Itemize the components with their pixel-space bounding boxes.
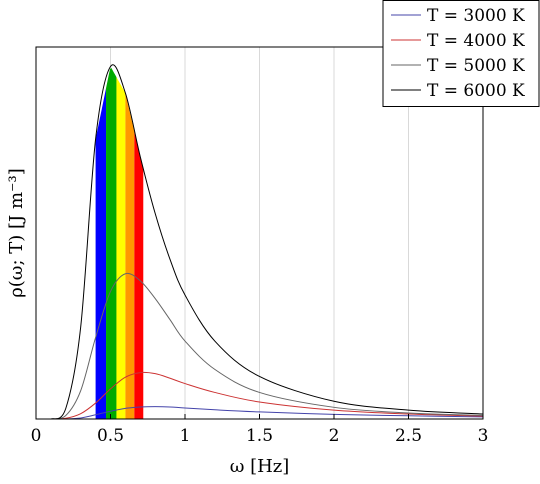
grid-lines (110, 47, 409, 419)
x-axis-label: ω [Hz] (230, 456, 290, 477)
spectrum-band (134, 131, 144, 419)
spectrum-band (106, 67, 117, 419)
legend-label: T = 4000 K (427, 31, 525, 51)
x-tick-label: 2 (329, 426, 340, 446)
legend-label: T = 6000 K (427, 81, 525, 101)
x-tick-label: 3 (478, 426, 489, 446)
y-axis-label: ρ(ω; T) [J m⁻³] (6, 168, 27, 298)
spectrum-band (95, 88, 107, 420)
x-tick-label: 2.5 (395, 426, 422, 446)
series-line (50, 371, 484, 420)
series-line (50, 64, 484, 420)
legend-label: T = 5000 K (427, 56, 525, 76)
legend: T = 3000 K T = 4000 K T = 5000 K T = 6000 K (382, 0, 540, 107)
x-tick-label: 0.5 (97, 426, 124, 446)
visible-spectrum-bands (95, 67, 144, 420)
spectrum-band (125, 93, 135, 419)
series-lines (50, 64, 484, 420)
x-tick-label: 0 (31, 426, 42, 446)
spectrum-band (116, 77, 126, 420)
x-axis-ticks: 0 0.5 1 1.5 2 2.5 3 (31, 414, 489, 446)
legend-label: T = 3000 K (427, 6, 525, 26)
series-line (50, 272, 484, 420)
series-line (50, 406, 484, 420)
x-tick-label: 1.5 (246, 426, 273, 446)
x-tick-label: 1 (180, 426, 191, 446)
legend-box (382, 0, 540, 107)
